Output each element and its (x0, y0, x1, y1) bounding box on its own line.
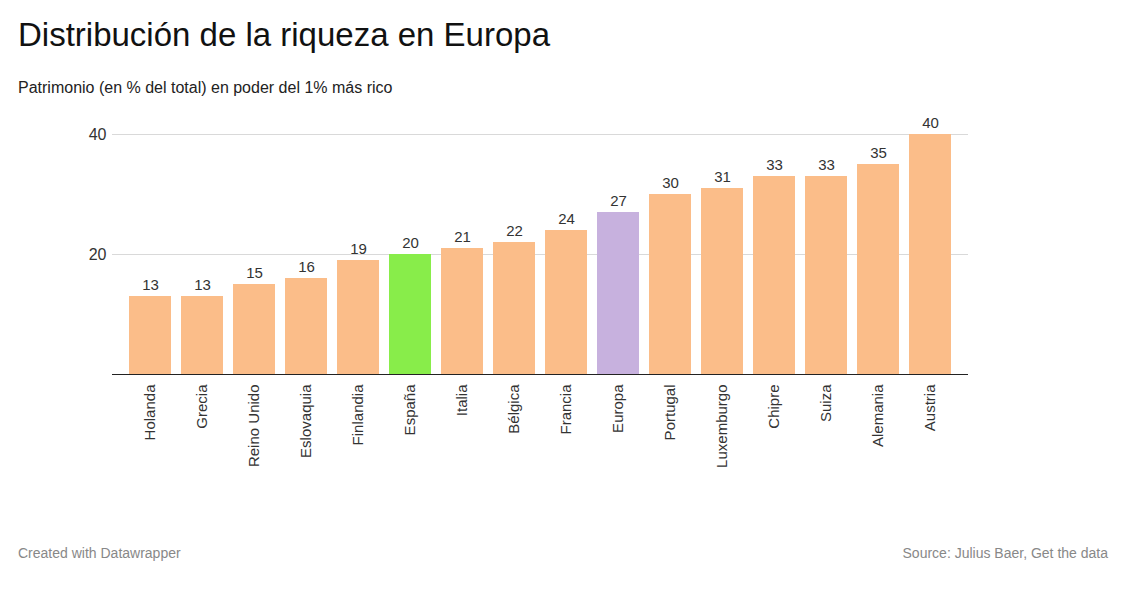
svg-text:15: 15 (246, 264, 263, 281)
svg-text:Austria: Austria (921, 384, 938, 431)
svg-text:27: 27 (610, 192, 627, 209)
html-text:Distribución de la riqueza en: Distribución de la riqueza en Europa (18, 16, 550, 53)
svg-text:Alemania: Alemania (869, 384, 886, 447)
svg-text:Reino Unido: Reino Unido (245, 385, 262, 468)
svg-text:33: 33 (766, 156, 783, 173)
svg-text:Europa: Europa (609, 384, 626, 433)
svg-text:20: 20 (402, 234, 419, 251)
svg-text:40: 40 (89, 126, 107, 143)
svg-text:Holanda: Holanda (141, 384, 158, 441)
svg-text:Francia: Francia (557, 384, 574, 435)
svg-text:16: 16 (298, 258, 315, 275)
svg-text:13: 13 (142, 276, 159, 293)
svg-text:Grecia: Grecia (193, 384, 210, 429)
svg-text:13: 13 (194, 276, 211, 293)
svg-text:Chipre: Chipre (765, 385, 782, 429)
html-text:Source: Julius Baer, Get the d: Source: Julius Baer, Get the data (902, 545, 1108, 561)
svg-text:Eslovaquia: Eslovaquia (297, 384, 314, 458)
svg-text:Luxemburgo: Luxemburgo (713, 385, 730, 468)
svg-text:22: 22 (506, 222, 523, 239)
html-text:Patrimonio (en % del total) en: Patrimonio (en % del total) en poder del… (18, 79, 393, 96)
svg-text:Finlandia: Finlandia (349, 384, 366, 446)
svg-text:19: 19 (350, 240, 367, 257)
html-text:Created with Datawrapper: Created with Datawrapper (18, 545, 181, 561)
svg-text:24: 24 (558, 210, 575, 227)
svg-text:Italia: Italia (453, 384, 470, 416)
svg-text:31: 31 (714, 168, 731, 185)
svg-text:30: 30 (662, 174, 679, 191)
svg-text:33: 33 (818, 156, 835, 173)
svg-text:21: 21 (454, 228, 471, 245)
svg-text:Portugal: Portugal (661, 385, 678, 441)
svg-text:40: 40 (922, 114, 939, 131)
svg-text:Suiza: Suiza (817, 384, 834, 422)
svg-text:20: 20 (89, 246, 107, 263)
svg-text:35: 35 (870, 144, 887, 161)
svg-text:Bélgica: Bélgica (505, 384, 522, 434)
svg-text:España: España (401, 384, 418, 436)
